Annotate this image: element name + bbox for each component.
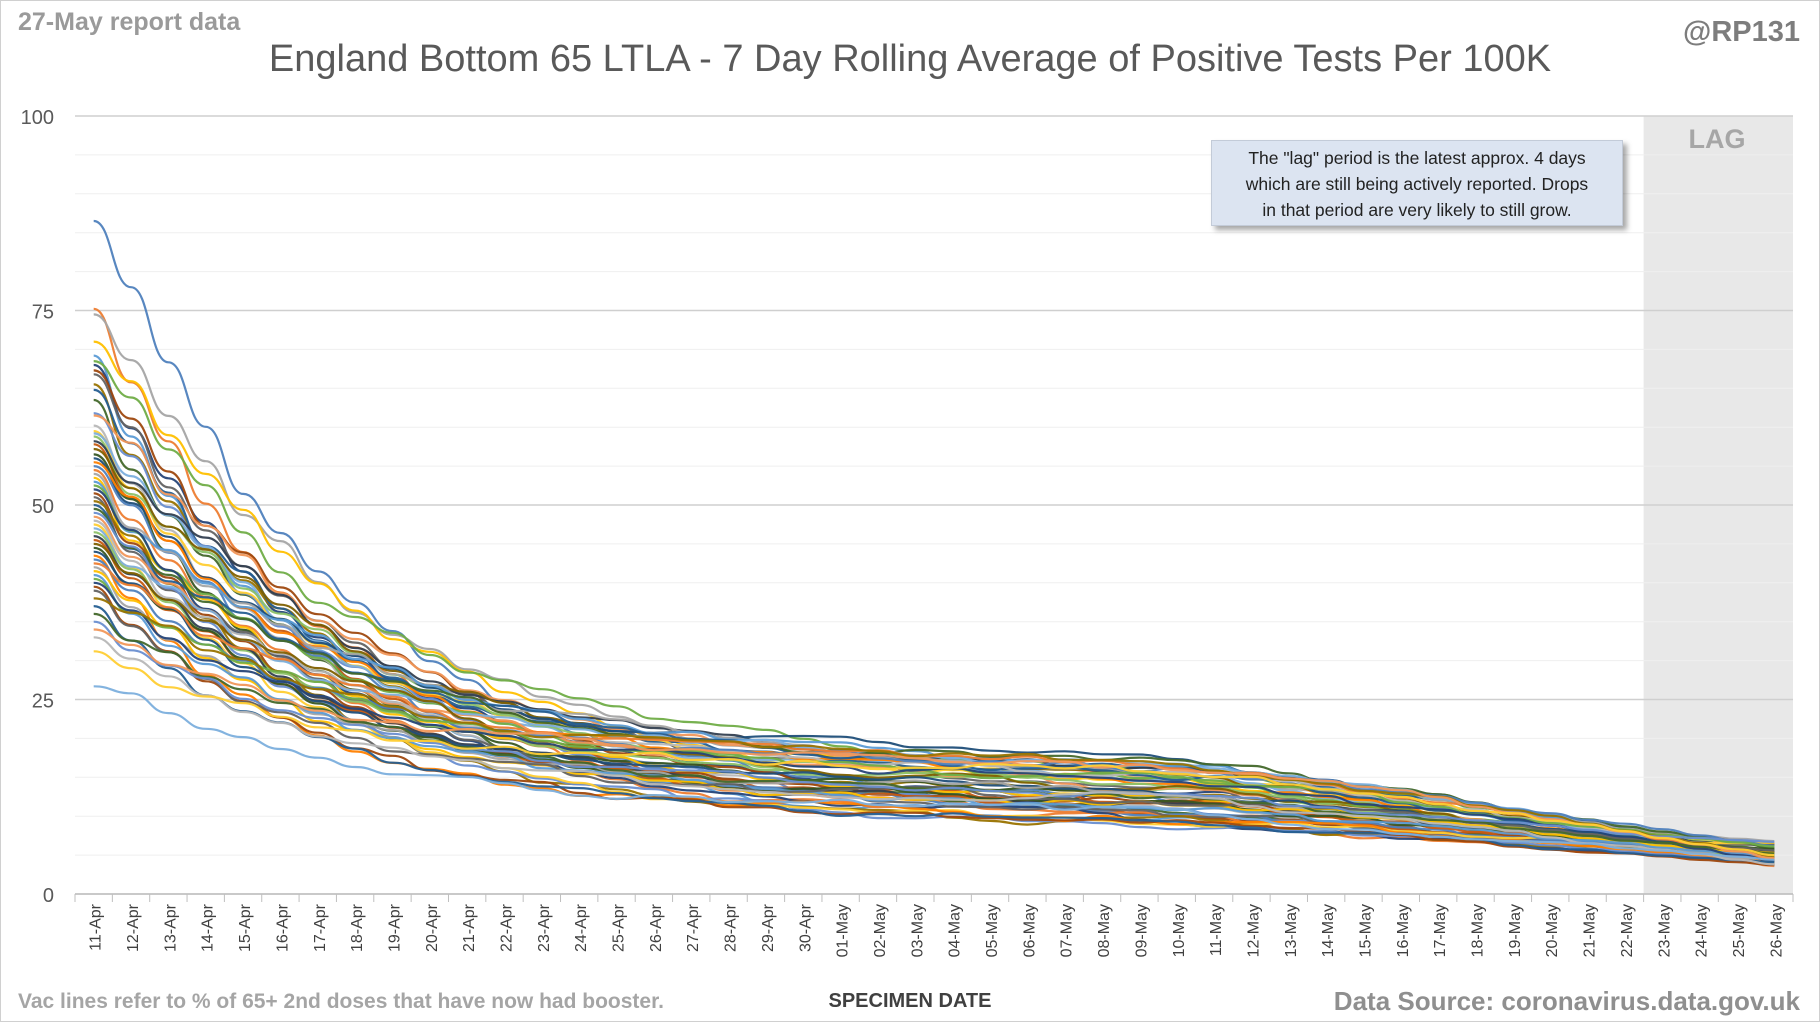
x-axis-ticks: 11-Apr 12-Apr 13-Apr 14-Apr 15-Apr 16-Apr 17-A… [74, 894, 1794, 957]
x-tick-label: 05-May [984, 904, 1001, 957]
series-line [93, 369, 1775, 855]
y-tick-label: 25 [32, 691, 54, 713]
x-tick-label: 11-Apr [88, 903, 105, 951]
series-line [93, 558, 1775, 847]
y-tick-label: 75 [32, 302, 54, 324]
x-tick-label: 11-May [1208, 904, 1225, 956]
series-line [93, 550, 1775, 857]
data-source: Data Source: coronavirus.data.gov.uk [1333, 986, 1800, 1016]
x-tick-label: 10-May [1171, 904, 1188, 957]
series-line [93, 496, 1775, 847]
x-tick-label: 12-Apr [125, 903, 142, 952]
x-tick-label: 02-May [872, 904, 889, 957]
x-tick-label: 21-Apr [461, 903, 478, 952]
x-tick-label: 06-May [1021, 904, 1038, 957]
x-tick-label: 22-May [1619, 904, 1636, 957]
x-tick-label: 01-May [835, 904, 852, 957]
x-tick-label: 13-Apr [162, 903, 179, 952]
lag-note-line: which are still being actively reported.… [1245, 174, 1589, 194]
lag-note-line: The "lag" period is the latest approx. 4… [1248, 148, 1586, 168]
x-tick-label: 08-May [1096, 904, 1113, 957]
x-tick-label: 16-May [1395, 904, 1412, 957]
x-tick-label: 15-May [1358, 904, 1375, 957]
x-tick-label: 19-Apr [386, 903, 403, 952]
x-tick-label: 22-Apr [499, 903, 516, 952]
x-tick-label: 17-Apr [312, 903, 329, 952]
report-date-label: 27-May report data [18, 8, 241, 36]
x-tick-label: 04-May [947, 904, 964, 957]
lag-note-box: The "lag" period is the latest approx. 4… [1211, 140, 1623, 226]
lag-note-line: in that period are very likely to still … [1262, 200, 1572, 220]
x-tick-label: 17-May [1432, 904, 1449, 957]
x-tick-label: 19-May [1507, 904, 1524, 957]
series-line [93, 636, 1775, 866]
series-line [93, 620, 1775, 843]
series-line [93, 605, 1775, 864]
series-line [93, 597, 1775, 858]
x-tick-label: 25-Apr [611, 903, 628, 952]
x-tick-label: 13-May [1283, 904, 1300, 957]
x-tick-label: 14-May [1320, 904, 1337, 957]
y-tick-label: 0 [43, 885, 54, 907]
y-axis-ticks: 0 25 50 75 100 [21, 107, 54, 907]
x-tick-label: 25-May [1731, 904, 1748, 957]
x-tick-label: 30-Apr [797, 903, 814, 952]
series-line [93, 650, 1775, 857]
x-tick-label: 28-Apr [723, 903, 740, 952]
lag-label: LAG [1689, 124, 1746, 154]
series-line [93, 581, 1775, 862]
series-line [93, 685, 1775, 861]
x-tick-label: 29-Apr [760, 903, 777, 952]
x-tick-label: 21-May [1582, 904, 1599, 957]
x-tick-label: 12-May [1245, 904, 1262, 957]
x-tick-label: 23-Apr [536, 903, 553, 952]
chart-title: England Bottom 65 LTLA - 7 Day Rolling A… [268, 38, 1552, 80]
author-handle: @RP131 [1683, 16, 1800, 48]
series-lines [93, 219, 1775, 868]
x-tick-label: 14-Apr [200, 903, 217, 952]
y-tick-label: 100 [21, 107, 54, 129]
x-axis-label: SPECIMEN DATE [828, 990, 992, 1012]
series-line [93, 628, 1775, 860]
y-tick-label: 50 [32, 496, 54, 518]
x-tick-label: 23-May [1656, 904, 1673, 957]
x-tick-label: 26-May [1768, 904, 1785, 957]
x-tick-label: 24-Apr [573, 903, 590, 952]
x-tick-label: 03-May [909, 904, 926, 957]
x-tick-label: 18-Apr [349, 903, 366, 952]
x-tick-label: 18-May [1470, 904, 1487, 957]
x-tick-label: 16-Apr [274, 903, 291, 952]
x-tick-label: 26-Apr [648, 903, 665, 952]
x-tick-label: 15-Apr [237, 903, 254, 952]
x-tick-label: 24-May [1694, 904, 1711, 957]
x-tick-label: 07-May [1059, 904, 1076, 957]
series-line [93, 585, 1775, 867]
x-tick-label: 27-Apr [685, 903, 702, 952]
x-tick-label: 09-May [1133, 904, 1150, 957]
x-tick-label: 20-Apr [424, 903, 441, 952]
footnote: Vac lines refer to % of 65+ 2nd doses th… [18, 990, 664, 1013]
x-tick-label: 20-May [1544, 904, 1561, 957]
